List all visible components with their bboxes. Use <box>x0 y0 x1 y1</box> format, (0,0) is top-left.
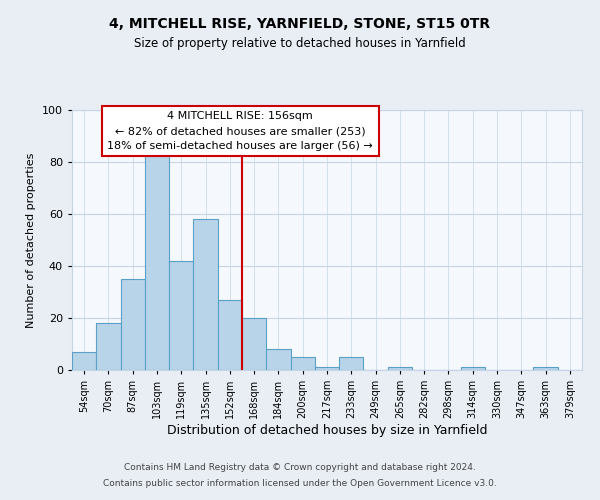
Text: Size of property relative to detached houses in Yarnfield: Size of property relative to detached ho… <box>134 38 466 51</box>
Bar <box>145 152 169 370</box>
Bar <box>121 279 145 370</box>
Bar <box>388 368 412 370</box>
Bar <box>533 368 558 370</box>
Bar <box>72 352 96 370</box>
Text: 4 MITCHELL RISE: 156sqm
← 82% of detached houses are smaller (253)
18% of semi-d: 4 MITCHELL RISE: 156sqm ← 82% of detache… <box>107 112 373 151</box>
Bar <box>169 261 193 370</box>
Text: Contains HM Land Registry data © Crown copyright and database right 2024.: Contains HM Land Registry data © Crown c… <box>124 464 476 472</box>
Bar <box>96 323 121 370</box>
Text: 4, MITCHELL RISE, YARNFIELD, STONE, ST15 0TR: 4, MITCHELL RISE, YARNFIELD, STONE, ST15… <box>109 18 491 32</box>
Bar <box>242 318 266 370</box>
Bar <box>193 219 218 370</box>
X-axis label: Distribution of detached houses by size in Yarnfield: Distribution of detached houses by size … <box>167 424 487 437</box>
Bar <box>218 300 242 370</box>
Bar <box>339 357 364 370</box>
Bar <box>290 357 315 370</box>
Text: Contains public sector information licensed under the Open Government Licence v3: Contains public sector information licen… <box>103 478 497 488</box>
Bar <box>266 349 290 370</box>
Y-axis label: Number of detached properties: Number of detached properties <box>26 152 37 328</box>
Bar <box>461 368 485 370</box>
Bar <box>315 368 339 370</box>
